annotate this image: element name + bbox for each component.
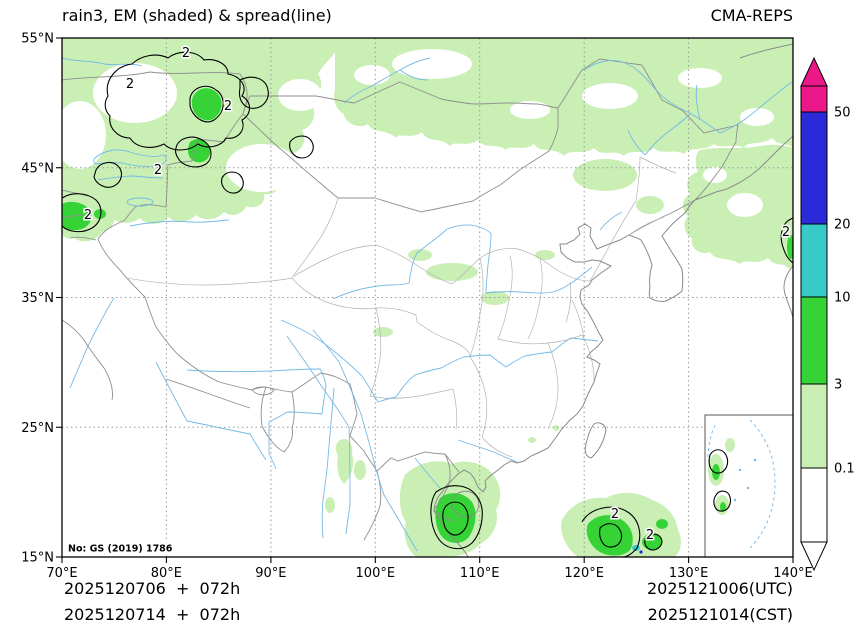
shading-gaps [62, 49, 774, 217]
coastline [433, 43, 793, 557]
precip-shading-bright [62, 88, 793, 556]
init-time-utc: 2025120706 + 072h [64, 579, 241, 598]
province-borders [125, 156, 677, 458]
colorbar-seg-20-50 [800, 111, 828, 225]
contour-labels: 2 2 2 2 2 2 2 2 [82, 45, 791, 545]
contour-label: 2 [84, 208, 92, 223]
spread-contours [62, 51, 793, 557]
x-axis-labels: 70°E 80°E 90°E 100°E 110°E 120°E 130°E 1… [46, 566, 812, 581]
y-tick-label: 25°N [21, 421, 54, 436]
y-tick-label: 45°N [21, 161, 54, 176]
colorbar-label: 50 [834, 106, 851, 121]
x-tick-label: 90°E [255, 566, 286, 581]
axis-ticks [56, 37, 794, 563]
colorbar-seg-gt50 [800, 85, 828, 113]
x-tick-label: 140°E [773, 566, 813, 581]
gridlines [62, 38, 793, 557]
colorbar-seg-10-20 [800, 223, 828, 298]
country-borders [62, 58, 739, 541]
y-axis-labels: 55°N 45°N 35°N 25°N 15°N [21, 32, 54, 566]
x-tick-label: 120°E [564, 566, 604, 581]
colorbar: 50 20 10 3 0.1 [800, 56, 855, 572]
y-tick-label: 35°N [21, 291, 54, 306]
colorbar-seg-lt0.1 [800, 467, 828, 543]
colorbar-arrow-bottom [800, 541, 828, 572]
plot-title: rain3, EM (shaded) & spread(line) [62, 6, 332, 25]
contour-label: 2 [182, 46, 190, 61]
contour-label: 2 [126, 77, 134, 92]
colorbar-seg-0.1-3 [800, 383, 828, 469]
license-note: No: GS (2019) 1786 [64, 541, 178, 555]
valid-time-cst: 2025121014(CST) [647, 605, 793, 624]
colorbar-seg-3-10 [800, 296, 828, 385]
colorbar-arrow-top [800, 56, 828, 87]
y-tick-label: 55°N [21, 32, 54, 47]
colorbar-label: 10 [834, 291, 851, 306]
license-text: No: GS (2019) 1786 [68, 544, 173, 555]
model-name: CMA-REPS [710, 6, 793, 25]
valid-time-utc: 2025121006(UTC) [647, 579, 793, 598]
x-tick-label: 80°E [151, 566, 182, 581]
x-tick-label: 70°E [46, 566, 77, 581]
x-tick-label: 100°E [356, 566, 396, 581]
x-tick-label: 110°E [460, 566, 500, 581]
contour-label: 2 [154, 163, 162, 178]
colorbar-label: 20 [834, 218, 851, 233]
y-tick-label: 15°N [21, 551, 54, 566]
init-time-cst: 2025120714 + 072h [64, 605, 241, 624]
contour-label: 2 [782, 225, 790, 240]
colorbar-label: 0.1 [834, 462, 855, 477]
contour-label: 2 [646, 528, 654, 543]
south-china-sea-inset [704, 414, 793, 557]
colorbar-label: 3 [834, 378, 842, 393]
contour-label: 2 [611, 507, 619, 522]
contour-label: 2 [224, 99, 232, 114]
x-tick-label: 130°E [669, 566, 709, 581]
